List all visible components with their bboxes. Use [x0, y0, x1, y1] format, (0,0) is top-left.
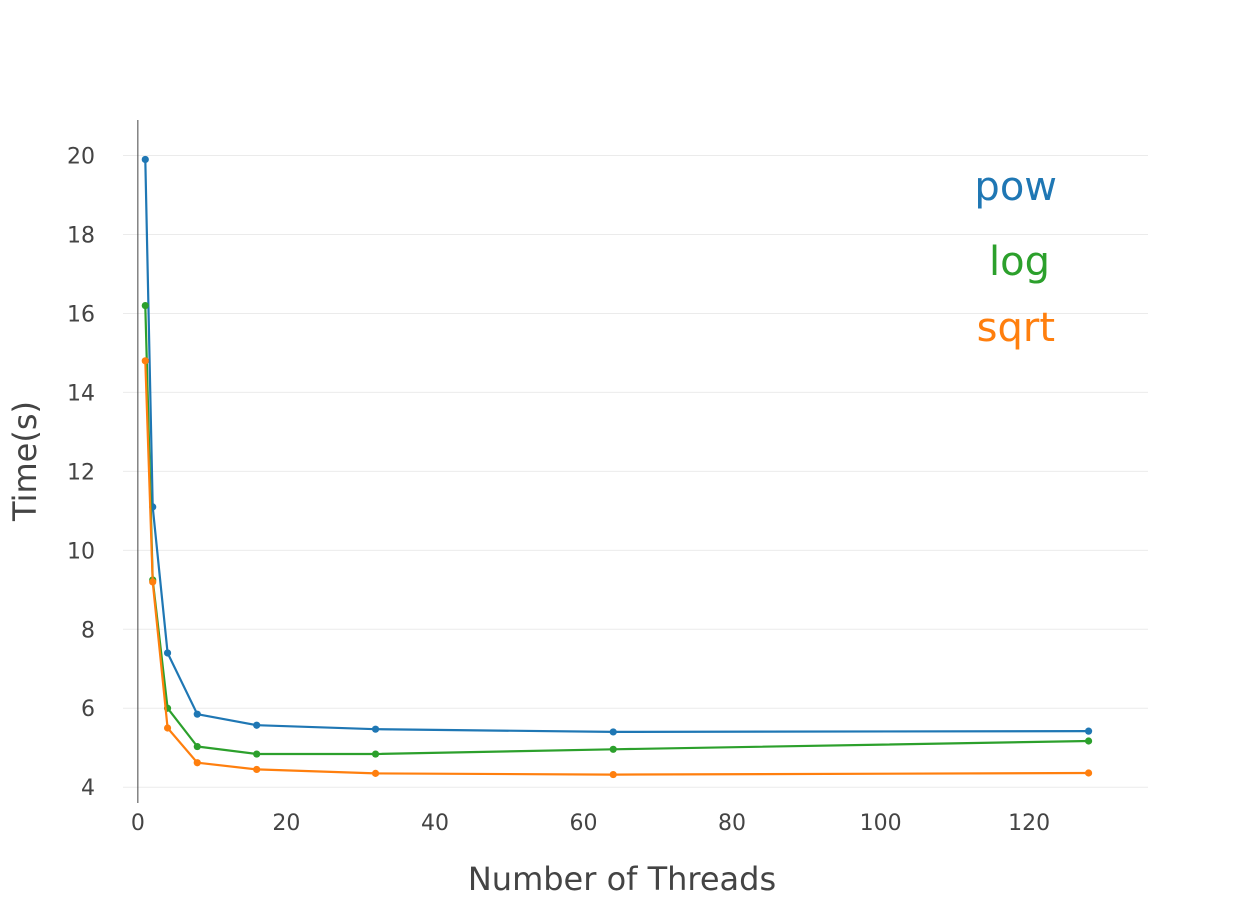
y-tick-label: 10	[67, 539, 95, 564]
data-point-sqrt	[141, 357, 149, 365]
y-tick-label: 18	[67, 223, 95, 248]
data-point-pow	[163, 649, 172, 657]
series-line-pow	[144, 159, 1089, 734]
y-tick-label: 4	[81, 776, 95, 801]
data-point-sqrt	[371, 769, 380, 777]
x-axis-title: Number of Threads	[468, 860, 776, 898]
x-tick-label: 80	[718, 811, 746, 836]
data-point-log	[193, 742, 201, 751]
series-sqrt	[141, 357, 1093, 779]
data-point-sqrt	[149, 578, 157, 586]
legend-label-sqrt: sqrt	[977, 305, 1055, 351]
data-point-pow	[371, 725, 380, 733]
data-point-log	[141, 301, 149, 310]
data-point-pow	[253, 721, 261, 729]
data-point-log	[1084, 737, 1093, 745]
series-pow	[141, 155, 1093, 736]
y-tick-label: 14	[67, 381, 95, 406]
y-tick-label: 16	[67, 302, 95, 327]
x-tick-label: 100	[860, 811, 902, 836]
y-axis-title: Time(s)	[6, 401, 44, 522]
data-point-sqrt	[609, 770, 617, 779]
data-point-pow	[609, 728, 617, 736]
data-point-sqrt	[193, 759, 201, 767]
legend-label-pow: pow	[974, 164, 1057, 210]
legend: pow log sqrt	[974, 164, 1057, 351]
y-tick-label: 6	[81, 697, 95, 722]
x-tick-label: 20	[272, 811, 300, 836]
series-line-log	[144, 305, 1089, 756]
x-tick-label: 120	[1008, 811, 1050, 836]
legend-label-log: log	[989, 239, 1050, 285]
data-point-pow	[1084, 727, 1093, 735]
grid-lines	[123, 155, 1148, 788]
y-axis-ticks: 4 6 8 10 12 14 16 18 20	[67, 145, 95, 802]
y-tick-label: 12	[67, 460, 95, 485]
x-tick-label: 60	[570, 811, 598, 836]
series-log	[141, 301, 1093, 758]
data-point-pow	[141, 155, 149, 164]
x-tick-label: 40	[421, 811, 449, 836]
data-point-pow	[193, 710, 201, 718]
data-point-sqrt	[163, 724, 172, 732]
y-tick-label: 20	[67, 145, 95, 170]
data-point-sqrt	[1084, 769, 1093, 777]
x-axis-ticks: 0 20 40 60 80 100 120	[131, 811, 1050, 836]
x-tick-label: 0	[131, 811, 145, 836]
data-point-log	[371, 750, 380, 758]
series-group	[141, 155, 1093, 779]
data-point-log	[609, 745, 617, 753]
data-point-log	[253, 750, 261, 758]
data-point-sqrt	[253, 765, 261, 774]
series-line-sqrt	[144, 360, 1089, 776]
y-tick-label: 8	[81, 618, 95, 643]
